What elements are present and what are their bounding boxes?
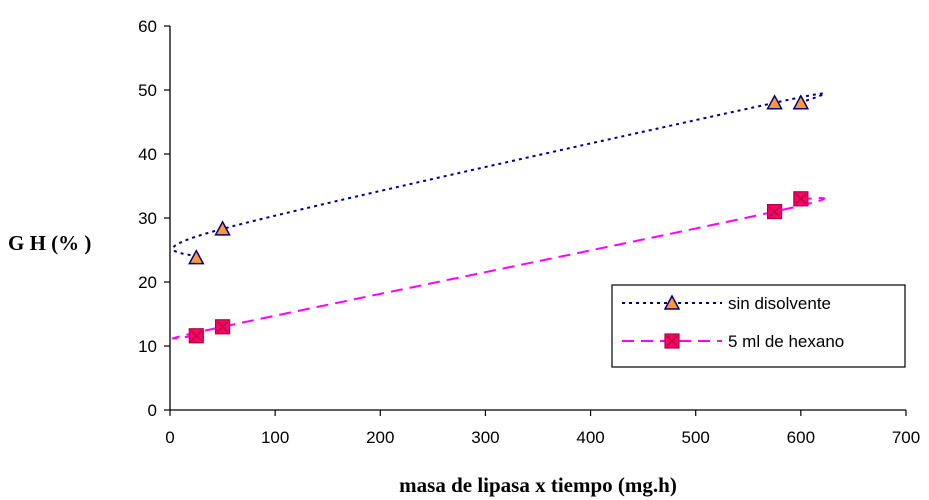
x-tick-label: 0: [165, 428, 174, 447]
legend-item: 5 ml de hexano: [622, 332, 844, 351]
series-2: [172, 191, 826, 344]
x-tick-label: 300: [471, 428, 499, 447]
y-tick-label: 30: [138, 209, 157, 228]
y-tick-label: 0: [148, 401, 157, 420]
legend-item: sin disolvente: [622, 294, 831, 313]
x-axis-title: masa de lipasa x tiempo (mg.h): [399, 473, 677, 497]
x-tick-label: 200: [366, 428, 394, 447]
legend: sin disolvente 5 ml de hexano: [611, 284, 906, 368]
y-tick-label: 60: [138, 17, 157, 36]
data-point: [214, 220, 231, 236]
y-tick-label: 40: [138, 145, 157, 164]
series-1: [172, 92, 826, 265]
x-tick-label: 400: [576, 428, 604, 447]
series-line: [172, 92, 826, 259]
legend-marker: [664, 333, 680, 349]
axes: 0 100 200 300 400 500 600 700 0 10 20 30 40 50 60: [138, 17, 920, 447]
y-axis-title: G H (% ): [8, 231, 91, 255]
x-tick-label: 700: [892, 428, 920, 447]
x-tick-label: 500: [682, 428, 710, 447]
x-tick-label: 600: [787, 428, 815, 447]
y-tick-label: 20: [138, 273, 157, 292]
data-point: [214, 319, 231, 335]
series-layer: [172, 92, 826, 344]
series-line: [172, 197, 826, 340]
legend-box: [611, 284, 906, 368]
data-point: [766, 94, 783, 110]
data-point: [188, 328, 204, 344]
y-tick-label: 10: [138, 337, 157, 356]
data-point: [792, 94, 810, 110]
data-point: [793, 191, 809, 207]
data-point: [766, 204, 783, 220]
legend-label: 5 ml de hexano: [728, 332, 844, 351]
legend-marker: [663, 294, 681, 310]
y-tick-label: 50: [138, 81, 157, 100]
legend-label: sin disolvente: [728, 294, 831, 313]
x-tick-label: 100: [261, 428, 289, 447]
data-point: [188, 249, 205, 265]
